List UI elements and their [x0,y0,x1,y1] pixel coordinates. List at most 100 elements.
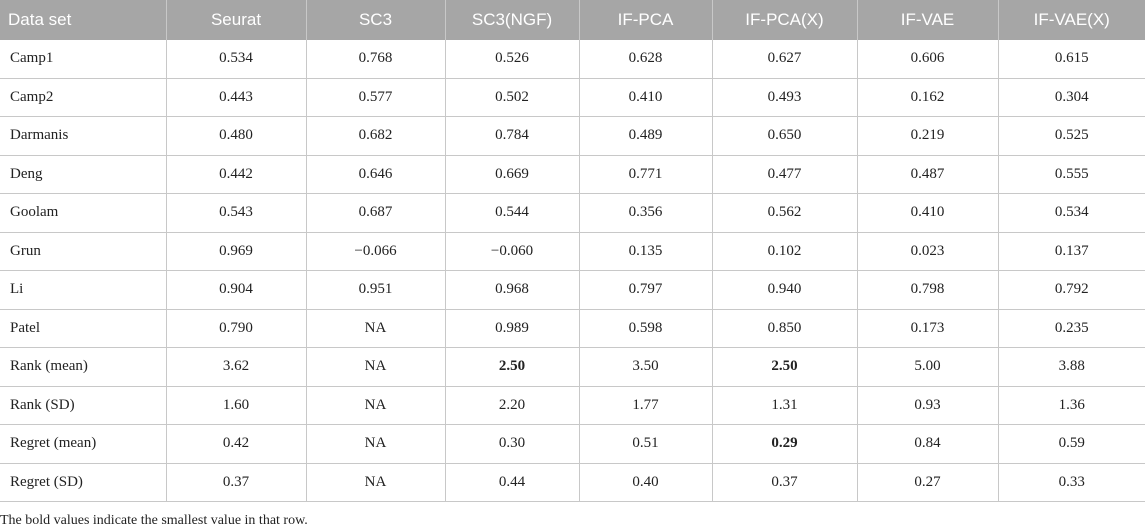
table-row: Darmanis 0.480 0.682 0.784 0.489 0.650 0.219 0.… [0,116,1145,156]
value-cell: 0.84 [856,424,998,464]
value-cell: 0.555 [997,155,1145,194]
table-row: Camp2 0.443 0.577 0.502 0.410 0.493 0.162 0.304 [0,78,1145,117]
value-cell: 0.627 [711,40,857,79]
col-header-if-pca: IF-PCA [578,0,712,40]
table-row: Camp1 0.534 0.768 0.526 0.628 0.627 0.606 0.615 [0,40,1145,79]
table-row: Deng 0.442 0.646 0.669 0.771 0.477 0.487 0.555 [0,155,1145,194]
value-cell: 0.477 [711,155,857,194]
value-cell: 0.628 [578,40,712,79]
value-cell: 1.31 [711,386,857,425]
value-cell: 0.577 [305,78,445,117]
row-label-cell: Rank (SD) [0,386,166,425]
value-cell: 1.77 [578,386,712,425]
value-cell: 0.904 [165,270,306,310]
value-cell: 0.442 [165,155,306,194]
value-cell: 0.37 [165,463,306,502]
value-cell: 0.790 [165,309,306,348]
value-cell: 0.33 [997,463,1145,502]
value-cell: 0.59 [997,424,1145,464]
table-row: Goolam 0.543 0.687 0.544 0.356 0.562 0.410 0.53… [0,193,1145,233]
value-cell: −0.066 [305,232,445,271]
value-cell: 0.792 [997,270,1145,310]
value-cell: 5.00 [856,347,998,387]
value-cell: NA [305,309,445,348]
value-cell: 3.62 [165,347,306,387]
value-cell: 0.162 [856,78,998,117]
value-cell: 0.304 [997,78,1145,117]
row-label-cell: Goolam [0,193,166,233]
value-cell: 0.135 [578,232,712,271]
value-cell: 0.30 [444,424,579,464]
value-cell: 0.44 [444,463,579,502]
value-cell: 0.219 [856,116,998,156]
value-cell: 0.768 [305,40,445,79]
table-row: Rank (mean) 3.62 NA 2.50 3.50 2.50 5.00 3.88 [0,347,1145,387]
value-cell: 0.784 [444,116,579,156]
row-label-cell: Patel [0,309,166,348]
table-row: Li 0.904 0.951 0.968 0.797 0.940 0.798 0.792 [0,270,1145,310]
row-label-cell: Grun [0,232,166,271]
value-cell: 0.137 [997,232,1145,271]
table-row: Rank (SD) 1.60 NA 2.20 1.77 1.31 0.93 1.36 [0,386,1145,425]
value-cell: 0.543 [165,193,306,233]
value-cell: 0.42 [165,424,306,464]
value-cell: 0.940 [711,270,857,310]
table-row: Grun 0.969 −0.066 −0.060 0.135 0.102 0.023 0.13… [0,232,1145,271]
row-label-cell: Li [0,270,166,310]
value-cell: 0.526 [444,40,579,79]
value-cell: 0.502 [444,78,579,117]
value-cell: 0.534 [997,193,1145,233]
value-cell: 0.798 [856,270,998,310]
col-header-if-vae-x: IF-VAE(X) [997,0,1145,40]
col-header-if-vae: IF-VAE [856,0,998,40]
value-cell: 2.50 [444,347,579,387]
value-cell: 0.646 [305,155,445,194]
value-cell: 0.487 [856,155,998,194]
value-cell: 0.443 [165,78,306,117]
table-row: Regret (SD) 0.37 NA 0.44 0.40 0.37 0.27 0.33 [0,463,1145,502]
value-cell: NA [305,386,445,425]
value-cell: 0.173 [856,309,998,348]
value-cell: 0.493 [711,78,857,117]
value-cell: 0.968 [444,270,579,310]
row-label-cell: Rank (mean) [0,347,166,387]
value-cell: 0.480 [165,116,306,156]
value-cell: 0.850 [711,309,857,348]
row-label-cell: Camp2 [0,78,166,117]
value-cell: 0.93 [856,386,998,425]
value-cell: 0.951 [305,270,445,310]
value-cell: 3.88 [997,347,1145,387]
value-cell: 0.544 [444,193,579,233]
value-cell: 0.40 [578,463,712,502]
value-cell: 1.36 [997,386,1145,425]
value-cell: 0.27 [856,463,998,502]
value-cell: 0.682 [305,116,445,156]
col-header-if-pca-x: IF-PCA(X) [711,0,857,40]
value-cell: 0.410 [856,193,998,233]
row-label-cell: Deng [0,155,166,194]
value-cell: 0.534 [165,40,306,79]
table-row: Regret (mean) 0.42 NA 0.30 0.51 0.29 0.84 0.59 [0,424,1145,464]
col-header-seurat: Seurat [165,0,306,40]
value-cell: NA [305,347,445,387]
value-cell: 0.562 [711,193,857,233]
value-cell: 0.771 [578,155,712,194]
table-body: Camp1 0.534 0.768 0.526 0.628 0.627 0.606 0.615… [0,40,1145,502]
row-label-cell: Regret (mean) [0,424,166,464]
header-row: Data set Seurat SC3 SC3(NGF) IF-PCA IF-P… [0,0,1145,40]
results-table: Data set Seurat SC3 SC3(NGF) IF-PCA IF-P… [0,0,1145,502]
value-cell: 0.51 [578,424,712,464]
value-cell: 0.687 [305,193,445,233]
row-label-cell: Regret (SD) [0,463,166,502]
col-header-sc3-ngf: SC3(NGF) [444,0,579,40]
value-cell: NA [305,424,445,464]
table-row: Patel 0.790 NA 0.989 0.598 0.850 0.173 0.235 [0,309,1145,348]
value-cell: −0.060 [444,232,579,271]
col-header-data-set: Data set [0,0,166,40]
value-cell: 0.489 [578,116,712,156]
value-cell: NA [305,463,445,502]
value-cell: 0.37 [711,463,857,502]
value-cell: 0.356 [578,193,712,233]
value-cell: 0.29 [711,424,857,464]
value-cell: 0.606 [856,40,998,79]
